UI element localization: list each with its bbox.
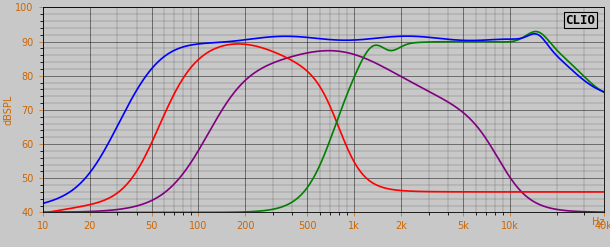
Text: Hz: Hz bbox=[592, 217, 604, 226]
Y-axis label: dBSPL: dBSPL bbox=[4, 95, 14, 125]
Text: CLIO: CLIO bbox=[565, 14, 595, 27]
